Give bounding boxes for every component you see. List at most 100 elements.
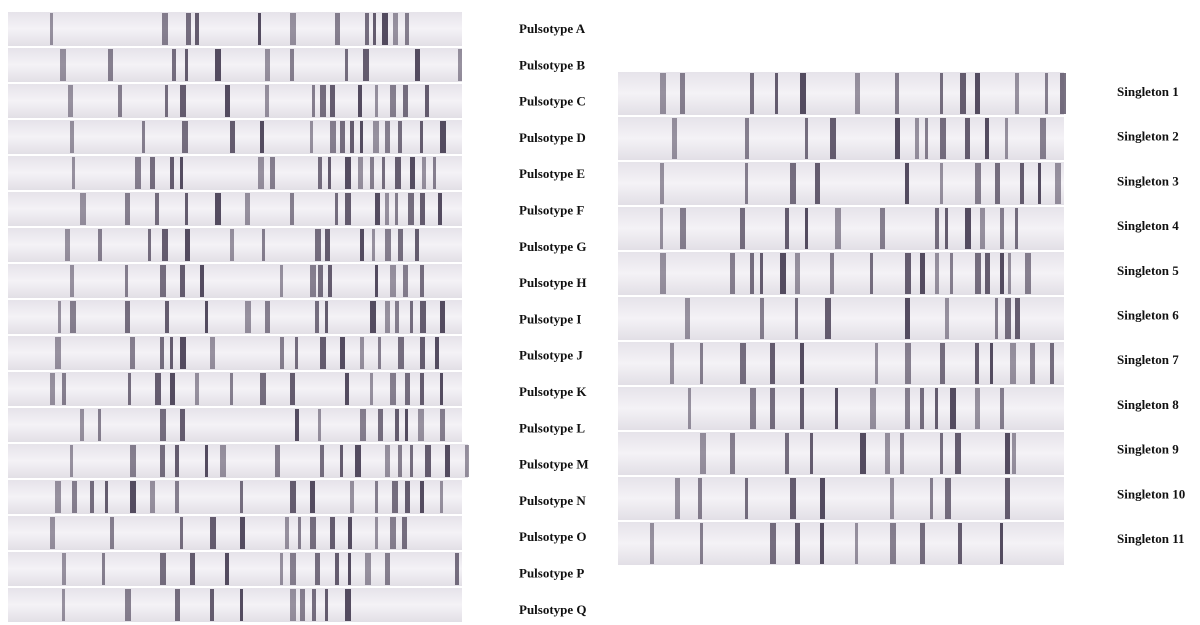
- gel-band: [685, 298, 690, 339]
- gel-band: [325, 301, 328, 333]
- gel-band: [975, 253, 981, 294]
- gel-band: [98, 409, 101, 441]
- gel-band: [385, 553, 390, 585]
- gel-band: [270, 157, 275, 189]
- gel-band: [182, 121, 188, 153]
- gel-lane: [618, 342, 1064, 385]
- gel-band: [990, 343, 993, 384]
- gel-band: [935, 208, 939, 249]
- gel-band: [1015, 298, 1020, 339]
- gel-band: [403, 85, 408, 117]
- gel-band: [1045, 73, 1048, 114]
- gel-band: [1015, 208, 1018, 249]
- gel-band: [328, 157, 331, 189]
- gel-lane: [618, 432, 1064, 475]
- gel-band: [300, 589, 305, 621]
- gel-band: [328, 265, 332, 297]
- gel-band: [180, 409, 185, 441]
- gel-band: [1012, 433, 1016, 474]
- gel-band: [315, 553, 320, 585]
- gel-band: [325, 589, 328, 621]
- gel-band: [345, 589, 351, 621]
- singleton-label: Singleton 7: [1117, 352, 1179, 367]
- gel-band: [940, 73, 943, 114]
- gel-band: [398, 229, 403, 261]
- gel-band: [790, 163, 796, 204]
- gel-band: [1025, 253, 1031, 294]
- gel-band: [295, 337, 298, 369]
- gel-band: [458, 49, 462, 81]
- gel-band: [660, 208, 663, 249]
- gel-band: [385, 229, 391, 261]
- gel-band: [920, 253, 925, 294]
- gel-band: [750, 73, 754, 114]
- gel-band: [820, 478, 825, 519]
- pulsotype-panel: [8, 12, 469, 622]
- gel-band: [240, 589, 243, 621]
- gel-band: [860, 433, 866, 474]
- gel-band: [60, 49, 66, 81]
- gel-band: [935, 388, 938, 429]
- gel-band: [186, 13, 191, 45]
- gel-band: [382, 157, 385, 189]
- gel-band: [440, 301, 445, 333]
- gel-lane: [8, 336, 462, 370]
- gel-band: [790, 478, 796, 519]
- gel-lane: [8, 480, 462, 514]
- gel-band: [700, 343, 703, 384]
- gel-band: [405, 373, 410, 405]
- lane-background: [8, 336, 462, 370]
- gel-band: [290, 373, 295, 405]
- gel-lane: [618, 252, 1064, 295]
- gel-band: [440, 409, 445, 441]
- gel-band: [230, 121, 235, 153]
- gel-band: [170, 157, 174, 189]
- gel-band: [420, 301, 426, 333]
- gel-band: [358, 85, 362, 117]
- gel-band: [65, 229, 70, 261]
- gel-band: [1000, 523, 1003, 564]
- gel-band: [290, 193, 294, 225]
- gel-band: [1040, 118, 1046, 159]
- gel-band: [155, 373, 161, 405]
- gel-band: [688, 388, 691, 429]
- gel-band: [310, 481, 315, 513]
- gel-band: [905, 298, 910, 339]
- gel-band: [118, 85, 122, 117]
- gel-band: [1060, 73, 1066, 114]
- gel-band: [280, 337, 284, 369]
- gel-band: [440, 481, 443, 513]
- gel-band: [295, 409, 299, 441]
- pulsotype-label: Pulsotype O: [519, 529, 587, 544]
- gel-band: [680, 73, 685, 114]
- gel-band: [1010, 343, 1016, 384]
- gel-band: [262, 229, 265, 261]
- gel-band: [290, 13, 296, 45]
- gel-band: [58, 301, 61, 333]
- gel-band: [125, 193, 130, 225]
- gel-band: [318, 157, 322, 189]
- gel-band: [945, 478, 951, 519]
- gel-band: [820, 523, 824, 564]
- gel-band: [358, 157, 363, 189]
- gel-band: [795, 253, 800, 294]
- gel-band: [395, 193, 398, 225]
- gel-band: [320, 337, 326, 369]
- gel-band: [245, 193, 250, 225]
- gel-band: [290, 553, 296, 585]
- gel-band: [290, 481, 296, 513]
- gel-band: [905, 163, 909, 204]
- gel-band: [260, 373, 266, 405]
- pulsotype-label: Pulsotype B: [519, 57, 585, 72]
- lane-background: [618, 252, 1064, 295]
- singleton-label: Singleton 2: [1117, 129, 1179, 144]
- pulsotype-label: Pulsotype E: [519, 166, 585, 181]
- gel-band: [945, 208, 948, 249]
- gel-band: [995, 163, 1000, 204]
- gel-band: [760, 253, 763, 294]
- gel-band: [385, 301, 390, 333]
- lane-background: [618, 477, 1064, 520]
- gel-band: [320, 445, 324, 477]
- gel-lane: [8, 516, 462, 550]
- gel-band: [375, 517, 378, 549]
